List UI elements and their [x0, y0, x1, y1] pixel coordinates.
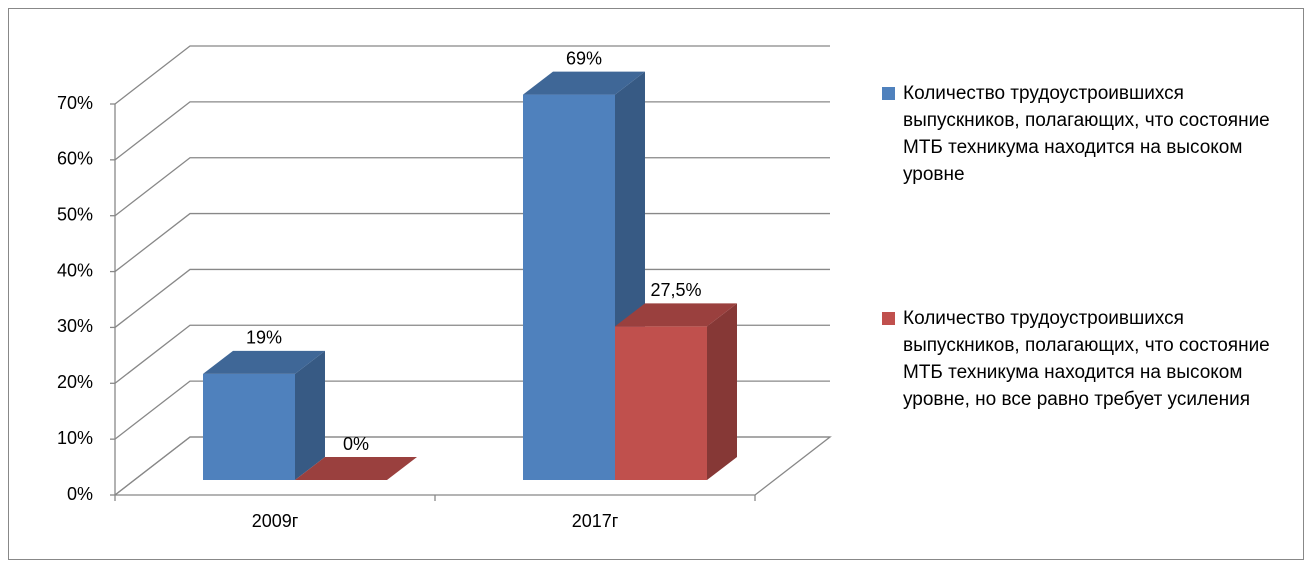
legend-item: Количество трудоустроившихся выпускников… — [882, 80, 1292, 188]
y-tick-label: 30% — [57, 316, 93, 336]
legend-item: Количество трудоустроившихся выпускников… — [882, 305, 1292, 413]
x-tick-label: 2017г — [572, 511, 619, 531]
data-label: 69% — [566, 48, 602, 68]
y-tick-label: 40% — [57, 260, 93, 280]
y-tick-label: 10% — [57, 428, 93, 448]
y-tick-label: 70% — [57, 93, 93, 113]
bar-top — [615, 303, 737, 327]
bar-front — [615, 326, 707, 480]
bar-top — [203, 350, 325, 374]
y-tick-label: 50% — [57, 204, 93, 224]
data-label: 27,5% — [650, 280, 701, 300]
grid-line — [114, 101, 830, 161]
bar-side — [295, 350, 325, 480]
grid-line — [114, 45, 830, 105]
x-tick-label: 2009г — [252, 511, 299, 531]
bar-front — [523, 94, 615, 480]
data-label: 0% — [343, 434, 369, 454]
legend-swatch — [882, 87, 895, 100]
bar-top — [295, 457, 417, 480]
data-label: 19% — [246, 328, 282, 348]
bar-side — [707, 303, 737, 480]
grid-line — [114, 212, 830, 273]
chart-frame — [8, 8, 1304, 560]
y-tick-label: 0% — [67, 484, 93, 504]
legend-label: Количество трудоустроившихся выпускников… — [903, 308, 1270, 410]
legend-label: Количество трудоустроившихся выпускников… — [903, 83, 1270, 185]
bar-top — [523, 71, 645, 95]
y-tick-label: 60% — [57, 149, 93, 169]
bar-front — [203, 373, 295, 480]
grid-line — [114, 157, 830, 217]
y-tick-label: 20% — [57, 372, 93, 392]
legend-swatch — [882, 312, 895, 325]
